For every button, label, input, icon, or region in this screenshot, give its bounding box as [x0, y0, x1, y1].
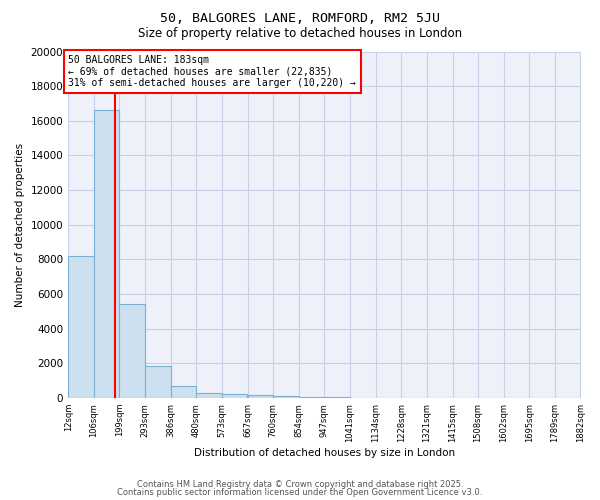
Bar: [68, 256, 94, 398]
Bar: [170, 386, 196, 398]
Text: Contains HM Land Registry data © Crown copyright and database right 2025.: Contains HM Land Registry data © Crown c…: [137, 480, 463, 489]
Bar: [273, 396, 299, 398]
Text: 50, BALGORES LANE, ROMFORD, RM2 5JU: 50, BALGORES LANE, ROMFORD, RM2 5JU: [160, 12, 440, 26]
Bar: [196, 393, 222, 398]
Bar: [145, 366, 170, 398]
Y-axis label: Number of detached properties: Number of detached properties: [15, 142, 25, 307]
Bar: [119, 304, 145, 398]
Bar: [248, 396, 273, 398]
Text: Size of property relative to detached houses in London: Size of property relative to detached ho…: [138, 28, 462, 40]
Bar: [94, 110, 119, 398]
Bar: [222, 394, 247, 398]
X-axis label: Distribution of detached houses by size in London: Distribution of detached houses by size …: [194, 448, 455, 458]
Text: Contains public sector information licensed under the Open Government Licence v3: Contains public sector information licen…: [118, 488, 482, 497]
Text: 50 BALGORES LANE: 183sqm
← 69% of detached houses are smaller (22,835)
31% of se: 50 BALGORES LANE: 183sqm ← 69% of detach…: [68, 55, 356, 88]
Bar: [299, 396, 325, 398]
